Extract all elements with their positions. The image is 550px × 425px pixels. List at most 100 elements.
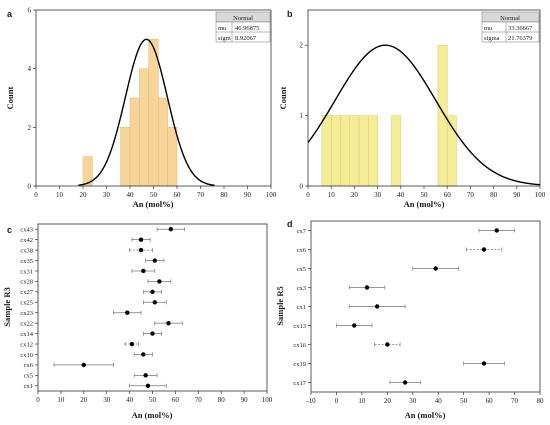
c-data-point bbox=[168, 227, 174, 232]
panel-a-stats-mu-value: 46.96875 bbox=[235, 25, 259, 32]
panel-c-ticks: 0 10 20 30 40 50 60 70 80 90 100 cx43 cx42 cx38 cx35 cx… bbox=[20, 227, 272, 404]
c-data-point bbox=[150, 289, 155, 295]
panel-a-stats-sigma-label: sigm bbox=[218, 35, 231, 42]
c-data-point bbox=[152, 300, 157, 305]
c-data-point bbox=[166, 320, 171, 326]
c-category-label: cx28 bbox=[20, 279, 33, 286]
panel-b-stats-box: Normal mu 33.36667 sigma 21.76379 bbox=[481, 11, 540, 43]
panel-b-marks bbox=[307, 44, 541, 187]
c-data-point bbox=[81, 362, 87, 368]
b-ytick-label: 0 bbox=[300, 183, 304, 191]
panel-a-histogram: 0 10 20 30 40 50 60 70 80 90 100 0 2 4 6 An (mol%) Cou… bbox=[5, 7, 277, 210]
a-ytick-label: 2 bbox=[28, 124, 32, 132]
d-category-label: cx3 bbox=[297, 285, 306, 292]
c-data-point bbox=[141, 268, 146, 274]
c-data-point bbox=[150, 331, 155, 336]
panel-a-ticks: 0 10 20 30 40 50 60 70 80 90 100 0 2 4 6 bbox=[28, 7, 277, 200]
panel-b-xlabel: An (mol%) bbox=[404, 199, 445, 209]
b-histogram-bar bbox=[321, 115, 332, 187]
c-xtick-label: 90 bbox=[241, 396, 249, 404]
c-data-point bbox=[145, 383, 151, 388]
d-data-point bbox=[402, 380, 408, 385]
b-histogram-bar bbox=[330, 115, 341, 187]
b-ytick-label: 1 bbox=[300, 112, 304, 120]
c-category-label: cx35 bbox=[20, 258, 33, 265]
b-xtick-label: 50 bbox=[421, 191, 429, 199]
d-data-point bbox=[364, 285, 370, 290]
a-histogram-bar bbox=[157, 97, 168, 187]
d-category-label: cx5 bbox=[297, 266, 306, 273]
d-category-label: cx19 bbox=[293, 361, 306, 368]
a-xtick-label: 10 bbox=[56, 191, 64, 199]
d-xtick-label: 80 bbox=[537, 397, 545, 405]
c-category-label: cx27 bbox=[20, 289, 33, 296]
c-data-point bbox=[152, 258, 157, 263]
c-xtick-label: 70 bbox=[195, 396, 203, 404]
c-category-label: cx23 bbox=[20, 310, 33, 317]
b-xtick-label: 80 bbox=[490, 191, 498, 199]
c-data-point bbox=[157, 279, 162, 284]
c-data-point bbox=[129, 341, 135, 347]
a-xtick-label: 50 bbox=[150, 191, 158, 199]
panel-letter-c: c bbox=[7, 225, 12, 235]
panel-b-stats-header: Normal bbox=[500, 15, 520, 22]
a-histogram-bar bbox=[129, 97, 140, 187]
panel-b-histogram: 0 10 20 30 40 50 60 70 80 90 100 0 1 2 An (mol%) Coun… bbox=[278, 9, 546, 209]
a-histogram-bar bbox=[148, 39, 159, 187]
panel-a-xlabel: An (mol%) bbox=[133, 199, 174, 209]
a-xtick-label: 90 bbox=[244, 191, 252, 199]
c-category-label: cx42 bbox=[20, 237, 33, 244]
c-category-label: cx43 bbox=[20, 227, 33, 234]
d-xtick-label: 0 bbox=[335, 397, 339, 405]
panel-d-ticks: -10 0 10 20 30 40 50 60 70 80 cx7 cx6 cx5 cx3 cx1 cx13 c… bbox=[293, 228, 544, 405]
a-histogram-bar bbox=[120, 127, 131, 187]
c-data-point bbox=[138, 237, 144, 242]
d-xtick-label: 20 bbox=[384, 397, 392, 405]
b-xtick-label: 20 bbox=[351, 191, 359, 199]
panel-c-xlabel: An (mol%) bbox=[132, 410, 173, 420]
a-ytick-label: 6 bbox=[28, 7, 32, 15]
d-data-point bbox=[433, 266, 438, 271]
d-data-point bbox=[352, 323, 357, 328]
panel-letter-d: d bbox=[287, 219, 293, 229]
b-xtick-label: 40 bbox=[397, 191, 405, 199]
d-xtick-label: 40 bbox=[435, 397, 443, 405]
d-category-label: cx6 bbox=[297, 247, 307, 254]
b-histogram-bar bbox=[340, 115, 351, 187]
panel-a-marks bbox=[78, 38, 215, 187]
c-xtick-label: 30 bbox=[103, 396, 111, 404]
c-category-label: cx25 bbox=[20, 300, 33, 307]
c-category-label: cx22 bbox=[20, 320, 33, 327]
d-category-label: cx17 bbox=[293, 380, 306, 387]
a-histogram-bar bbox=[139, 68, 150, 187]
c-category-label: cx1 bbox=[24, 383, 33, 390]
panel-a-stats-mu-label: mu bbox=[218, 25, 227, 32]
c-data-point bbox=[125, 310, 130, 315]
b-xtick-label: 10 bbox=[328, 191, 336, 199]
panel-b-stats-mu-label: mu bbox=[484, 25, 493, 32]
a-normal-fit-curve bbox=[78, 38, 215, 186]
b-histogram-bar bbox=[358, 115, 369, 187]
d-category-label: cx1 bbox=[297, 304, 306, 311]
a-xtick-label: 40 bbox=[127, 191, 135, 199]
d-xtick-label: 10 bbox=[358, 397, 366, 405]
d-category-label: cx13 bbox=[293, 323, 306, 330]
b-xtick-label: 0 bbox=[306, 191, 310, 199]
b-xtick-label: 30 bbox=[374, 191, 382, 199]
c-xtick-label: 50 bbox=[149, 396, 157, 404]
c-xtick-label: 10 bbox=[57, 396, 65, 404]
d-data-point bbox=[385, 342, 390, 347]
a-xtick-label: 100 bbox=[266, 191, 277, 199]
b-histogram-bar bbox=[349, 115, 360, 187]
d-data-point bbox=[374, 304, 380, 309]
panel-c-ylabel: Sample R3 bbox=[2, 287, 12, 326]
d-xtick-label: 30 bbox=[409, 397, 417, 405]
c-xtick-label: 20 bbox=[80, 396, 88, 404]
b-xtick-label: 70 bbox=[467, 191, 475, 199]
panel-b-stats-sigma-value: 21.76379 bbox=[508, 35, 532, 42]
panel-b-ticks: 0 10 20 30 40 50 60 70 80 90 100 0 1 2 bbox=[300, 42, 546, 199]
b-histogram-bar bbox=[437, 44, 448, 187]
panel-d-frame bbox=[310, 220, 541, 393]
b-ytick-label: 2 bbox=[300, 42, 304, 50]
